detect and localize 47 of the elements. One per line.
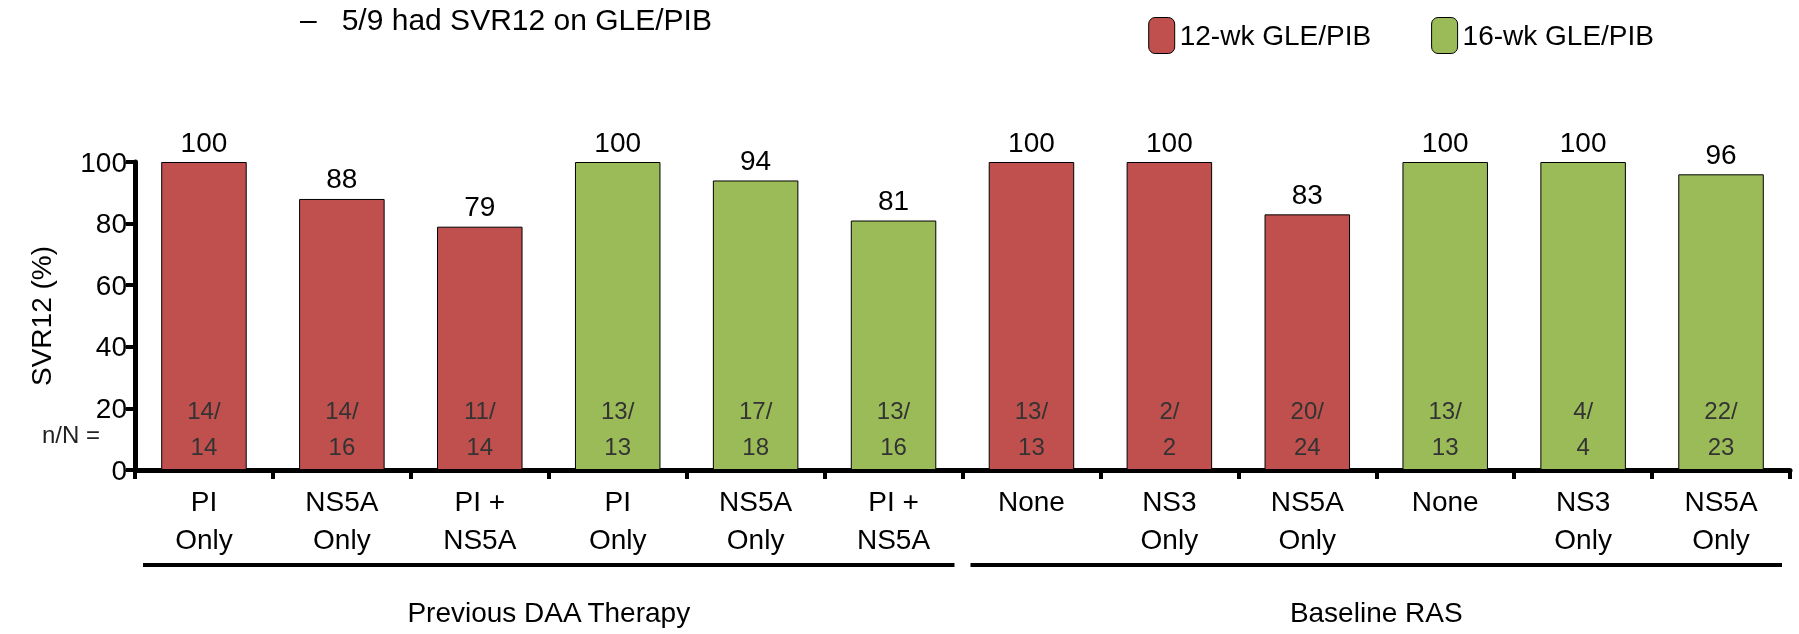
- annotation: 20/ 24: [1290, 396, 1325, 460]
- data-label: 94: [740, 144, 772, 176]
- x-tick-label: NS3 Only: [1140, 485, 1199, 555]
- data-label: 100: [1421, 126, 1469, 158]
- annotation: 13/ 13: [1014, 396, 1049, 460]
- x-tick-label: None: [1411, 485, 1479, 517]
- x-tick-label: PI Only: [588, 485, 647, 555]
- data-label: 79: [464, 191, 496, 223]
- annotation: 14/ 16: [325, 396, 359, 460]
- annotation: 2/ 2: [1159, 396, 1180, 460]
- annotation: 4/ 4: [1573, 396, 1594, 460]
- text: Baseline RAS: [1289, 596, 1463, 628]
- x-tick-label: NS5A Only: [1270, 485, 1345, 555]
- data-label: 96: [1705, 138, 1737, 170]
- annotation: 14/ 14: [187, 396, 221, 460]
- x-tick-label: PI Only: [175, 485, 233, 555]
- x-tick-label: PI + NS5A: [856, 485, 931, 555]
- data-label: 100: [594, 126, 642, 158]
- y-tick-label: 60: [95, 269, 127, 301]
- annotation: 22/ 23: [1704, 396, 1739, 460]
- x-tick-label: NS3 Only: [1554, 485, 1612, 555]
- annotation: 13/ 16: [876, 396, 911, 460]
- annotation: 13/ 13: [601, 396, 635, 460]
- annotation: 13/ 13: [1428, 396, 1463, 460]
- data-label: 81: [877, 185, 910, 217]
- x-tick-label: NS5A Only: [1684, 485, 1758, 555]
- data-label: 100: [1008, 126, 1055, 158]
- y-tick-label: 0: [111, 454, 127, 486]
- y-tick-label: 40: [95, 331, 127, 363]
- data-label: 100: [180, 126, 228, 158]
- y-tick-label: 100: [80, 146, 127, 178]
- data-label: 100: [1146, 126, 1193, 158]
- annotation: 11/ 14: [463, 396, 496, 460]
- x-tick-label: NS5A Only: [305, 485, 379, 555]
- y-tick-label: 80: [95, 208, 127, 240]
- annotation: 17/ 18: [738, 396, 773, 460]
- y-axis-title: SVR12 (%): [25, 245, 57, 387]
- x-tick-label: NS5A Only: [719, 485, 793, 555]
- legend-label: 16-wk GLE/PIB: [1462, 20, 1654, 51]
- x-tick-label: None: [997, 485, 1065, 517]
- text: Previous DAA Therapy: [407, 596, 691, 628]
- data-label: 83: [1291, 178, 1323, 210]
- data-label: 100: [1559, 126, 1607, 158]
- legend-label: 12-wk GLE/PIB: [1179, 20, 1372, 51]
- data-label: 88: [326, 163, 358, 195]
- text: – 5/9 had SVR12 on GLE/PIB: [300, 2, 712, 36]
- x-tick-label: PI + NS5A: [443, 485, 517, 555]
